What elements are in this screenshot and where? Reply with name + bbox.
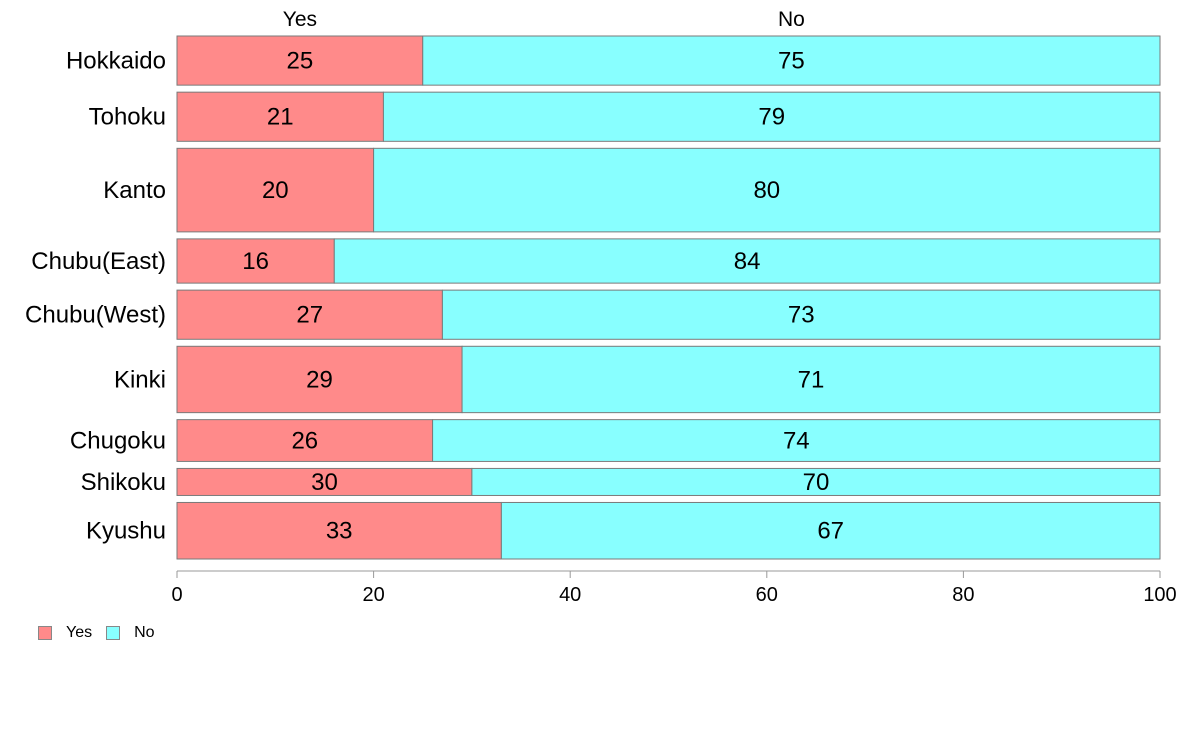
x-tick-label-20: 20	[362, 584, 384, 606]
x-tick-label-80: 80	[952, 584, 974, 606]
value-label-yes-tohoku: 21	[267, 104, 294, 131]
category-label-hokkaido: Hokkaido	[66, 48, 166, 75]
value-label-no-chugoku: 74	[783, 428, 810, 455]
value-label-yes-chugoku: 26	[291, 428, 318, 455]
value-label-yes-chubu-west: 27	[296, 302, 323, 329]
value-label-no-kinki: 71	[798, 366, 825, 393]
legend-swatch-yes	[38, 626, 52, 640]
bar-no-chubu-west	[441, 289, 1161, 340]
top-label-no: No	[778, 8, 805, 31]
bar-yes-kyushu	[176, 501, 502, 560]
bar-no-tohoku	[382, 91, 1161, 142]
legend-item-no: No	[106, 624, 155, 642]
value-label-no-kyushu: 67	[817, 518, 844, 545]
value-label-yes-chubu-east: 16	[242, 248, 269, 275]
legend-swatch-no	[106, 626, 121, 640]
category-label-tohoku: Tohoku	[89, 104, 166, 131]
bar-yes-kanto	[176, 147, 375, 233]
category-label-kanto: Kanto	[103, 177, 166, 204]
value-label-no-hokkaido: 75	[778, 48, 805, 75]
bar-no-kanto	[373, 147, 1161, 233]
category-label-shikoku: Shikoku	[81, 469, 166, 496]
bar-yes-hokkaido	[176, 35, 424, 86]
category-label-chubu-east: Chubu(East)	[31, 248, 166, 275]
value-label-yes-kyushu: 33	[326, 518, 353, 545]
value-label-no-chubu-west: 73	[788, 302, 815, 329]
value-label-yes-shikoku: 30	[311, 469, 338, 496]
value-label-no-chubu-east: 84	[734, 248, 761, 275]
legend-label-yes: Yes	[66, 624, 93, 641]
value-label-no-kanto: 80	[753, 177, 780, 204]
value-label-no-tohoku: 79	[758, 104, 785, 131]
x-tick-label-0: 0	[171, 584, 182, 606]
x-tick-label-100: 100	[1143, 584, 1176, 606]
bar-no-chubu-east	[333, 238, 1161, 284]
value-label-yes-kanto: 20	[262, 177, 289, 204]
category-label-kinki: Kinki	[114, 366, 166, 393]
bar-yes-tohoku	[176, 91, 384, 142]
legend-label-no: No	[134, 624, 155, 641]
bar-no-chugoku	[432, 419, 1161, 462]
top-label-yes: Yes	[283, 8, 317, 31]
legend-item-yes: Yes	[38, 624, 92, 642]
value-label-yes-hokkaido: 25	[287, 48, 314, 75]
bar-no-hokkaido	[422, 35, 1161, 86]
value-label-yes-kinki: 29	[306, 366, 333, 393]
category-label-chugoku: Chugoku	[70, 428, 166, 455]
bar-yes-chugoku	[176, 419, 434, 462]
category-label-chubu-west: Chubu(West)	[25, 302, 166, 329]
bar-yes-chubu-west	[176, 289, 443, 340]
bar-no-kinki	[461, 345, 1161, 414]
bar-yes-chubu-east	[176, 238, 335, 284]
x-tick-label-40: 40	[559, 584, 581, 606]
value-label-no-shikoku: 70	[803, 469, 830, 496]
bar-no-shikoku	[471, 467, 1161, 496]
bar-no-kyushu	[500, 501, 1161, 560]
x-tick-label-60: 60	[756, 584, 778, 606]
legend: Yes No	[38, 624, 169, 642]
category-label-kyushu: Kyushu	[86, 518, 166, 545]
